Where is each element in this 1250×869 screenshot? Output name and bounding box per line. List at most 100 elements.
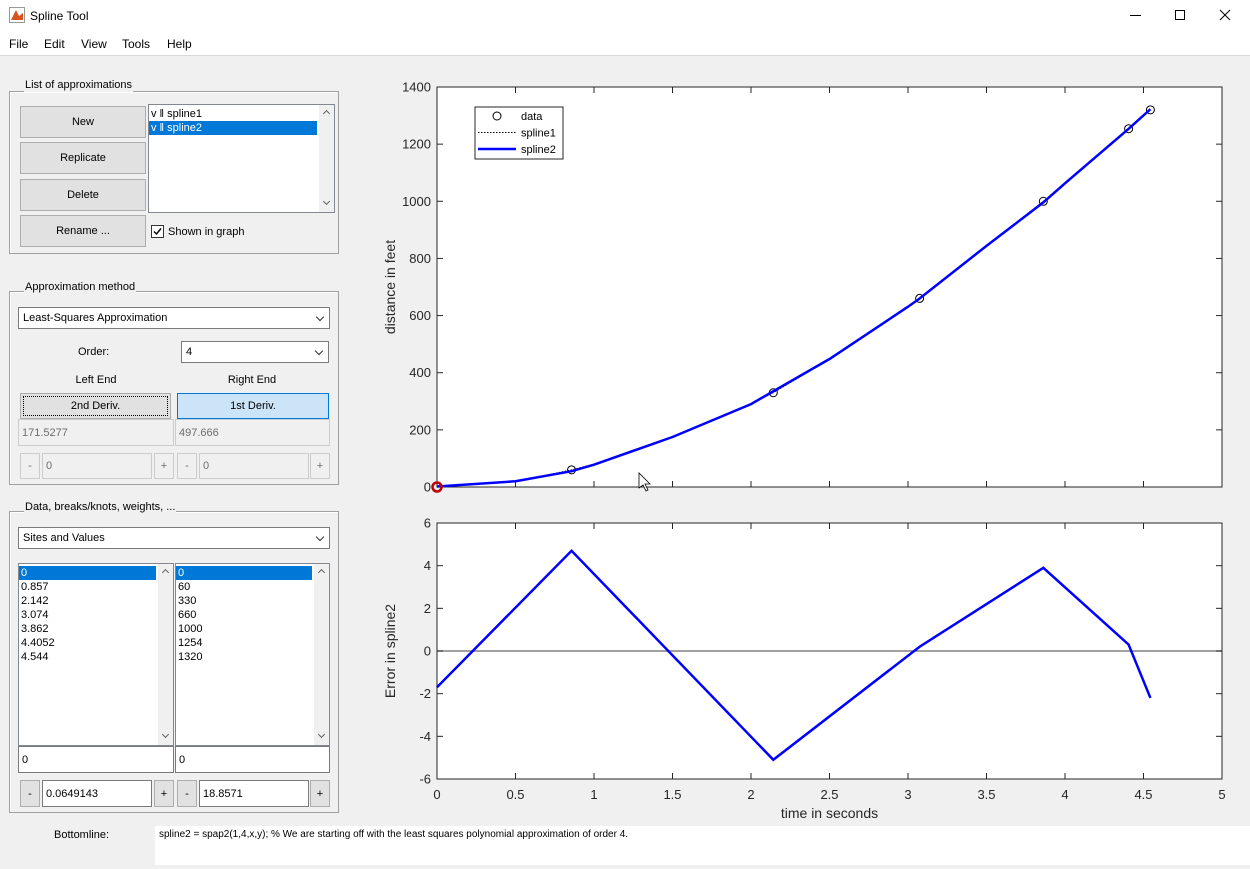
list-item[interactable]: 4.544 — [21, 651, 49, 663]
legend-swatch — [492, 111, 502, 121]
site-field[interactable]: 0 — [18, 746, 174, 773]
approximation-list[interactable]: v ‖ spline1 v ‖ spline2 — [148, 104, 335, 213]
y-tick-label: -2 — [419, 686, 431, 701]
x-tick-label: 1 — [590, 787, 597, 802]
step-minus[interactable]: - — [177, 453, 197, 479]
legend-label: spline1 — [521, 128, 556, 140]
list-item[interactable]: 2.142 — [21, 595, 49, 607]
window-controls[interactable] — [1110, 0, 1250, 31]
list-item[interactable]: 3.074 — [21, 609, 49, 621]
list-item[interactable]: 330 — [178, 595, 197, 607]
y-tick-label: 0 — [424, 644, 431, 659]
x-tick-label: 1.5 — [663, 787, 681, 802]
y-tick-label: -4 — [419, 729, 431, 744]
y-tick-label: 4 — [424, 558, 431, 573]
list-item[interactable]: 1254 — [178, 637, 203, 649]
x-tick-label: 0 — [433, 787, 440, 802]
left-end-button[interactable]: 2nd Deriv. — [20, 393, 171, 419]
menu-item[interactable]: Edit — [44, 37, 65, 51]
data-point — [1124, 124, 1134, 134]
menu-item[interactable]: File — [9, 37, 29, 51]
step-plus[interactable]: + — [310, 453, 330, 479]
list-item[interactable]: v ‖ spline1 — [151, 108, 203, 120]
y-tick-label: 200 — [409, 422, 431, 437]
y-tick-label: 1400 — [402, 80, 431, 95]
list-item[interactable]: 1320 — [178, 651, 203, 663]
step-minus[interactable]: - — [20, 780, 40, 807]
bottomline-box[interactable] — [155, 826, 1250, 865]
y-tick-label: 600 — [409, 308, 431, 323]
y-tick-label: 800 — [409, 251, 431, 266]
right-end-value: 497.666 — [175, 419, 330, 446]
x-tick-label: 5 — [1218, 787, 1225, 802]
scrollbar[interactable] — [319, 105, 334, 212]
selected-point — [431, 481, 443, 493]
step-minus[interactable]: - — [177, 780, 197, 807]
series-line — [436, 548, 1152, 762]
panel-title: Approximation method — [24, 280, 137, 294]
y-tick-label: 400 — [409, 365, 431, 380]
step-plus[interactable]: + — [154, 453, 174, 479]
axes-background — [437, 87, 1222, 487]
y-tick-label: 1000 — [402, 194, 431, 209]
x-tick-label: 2.5 — [820, 787, 838, 802]
menu-item[interactable]: Help — [167, 37, 192, 51]
step-plus[interactable]: + — [310, 780, 330, 807]
list-item[interactable]: v ‖ spline2 — [149, 121, 317, 135]
list-item[interactable]: 0.857 — [21, 581, 49, 593]
scrollbar[interactable] — [314, 564, 329, 745]
legend-label: spline2 — [521, 144, 556, 156]
app-icon — [9, 7, 25, 23]
x-axis-label: time in seconds — [781, 805, 878, 821]
replicate-button[interactable]: Replicate — [20, 142, 146, 174]
list-item[interactable]: 1000 — [178, 623, 203, 635]
values-list[interactable]: 0 60 330 660 1000 1254 1320 — [175, 563, 330, 746]
x-tick-label: 3 — [904, 787, 911, 802]
data-point — [915, 293, 925, 303]
rename-button[interactable]: Rename ... — [20, 215, 146, 247]
x-tick-label: 2 — [747, 787, 754, 802]
panel-title: List of approximations — [24, 78, 133, 92]
step-plus[interactable]: + — [154, 780, 174, 807]
checkbox-label: Shown in graph — [168, 226, 245, 238]
left-end-value: 171.5277 — [18, 419, 174, 446]
y-tick-label: 1200 — [402, 137, 431, 152]
y-tick-label: 6 — [424, 516, 431, 531]
menu-bar — [0, 31, 1250, 56]
new-button[interactable]: New — [20, 106, 146, 138]
x-tick-label: 4.5 — [1134, 787, 1152, 802]
step-field[interactable]: 0 — [199, 453, 309, 479]
list-item[interactable]: 60 — [178, 581, 191, 593]
scrollbar[interactable] — [158, 564, 173, 745]
menu-item[interactable]: View — [81, 37, 107, 51]
step-minus[interactable]: - — [20, 453, 40, 479]
bottomline-text: spline2 = spap2(1,4,x,y); % We are start… — [159, 829, 629, 840]
delete-button[interactable]: Delete — [20, 179, 146, 211]
approximations-panel — [9, 91, 339, 254]
order-dropdown[interactable]: 4 — [181, 341, 329, 363]
order-label: Order: — [78, 346, 110, 358]
y-tick-label: 0 — [424, 480, 431, 495]
panel-title: Data, breaks/knots, weights, ... — [24, 500, 177, 514]
value-field[interactable]: 0 — [175, 746, 330, 773]
step-field[interactable]: 0.0649143 — [42, 780, 152, 807]
step-field[interactable]: 18.8571 — [199, 780, 309, 807]
right-end-label: Right End — [227, 374, 277, 386]
y-axis-label: Error in spline2 — [382, 604, 398, 698]
list-item[interactable]: 0 — [19, 566, 156, 580]
list-item[interactable]: 0 — [176, 566, 312, 580]
list-item[interactable]: 4.4052 — [21, 637, 55, 649]
data-dropdown[interactable]: Sites and Values — [18, 527, 330, 549]
method-dropdown[interactable]: Least-Squares Approximation — [18, 307, 330, 329]
list-item[interactable]: 3.862 — [21, 623, 49, 635]
sites-list[interactable]: 0 0.857 2.142 3.074 3.862 4.4052 4.544 — [18, 563, 174, 746]
step-field[interactable]: 0 — [42, 453, 152, 479]
list-item[interactable]: 660 — [178, 609, 197, 621]
checkbox[interactable] — [151, 225, 164, 238]
data-point — [1038, 196, 1048, 206]
axes-frame — [436, 86, 1223, 488]
menu-item[interactable]: Tools — [122, 37, 151, 51]
right-end-button[interactable]: 1st Deriv. — [177, 393, 329, 419]
